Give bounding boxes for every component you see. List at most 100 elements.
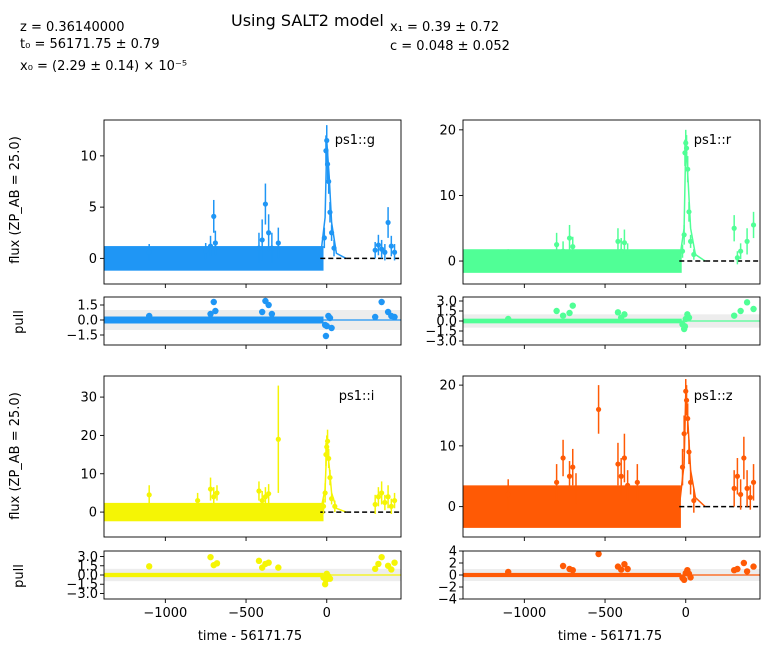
flux-ytick-label: 0 [89,252,97,267]
flux-point [683,145,690,151]
flux-point [195,497,201,504]
pull-ytick-label: −1.5 [66,329,98,344]
flux-point [266,491,272,497]
flux-ylabel-bottom: flux (ZP_AB = 25.0) [8,392,23,520]
flux-point [207,243,214,249]
flux-point [379,246,385,252]
flux-point [259,237,265,243]
pull-ytick-label: 0.0 [436,315,457,330]
flux-ylabel-top: flux (ZP_AB = 25.0) [8,136,23,264]
flux-ytick-label: 10 [439,189,456,204]
xlabel-right: time - 56171.75 [558,629,662,644]
pull-point [213,560,221,567]
pull-point [207,310,214,318]
flux-point [321,235,327,241]
flux-ytick-label: 20 [80,429,97,444]
flux-point [322,490,328,496]
flux-point [332,503,338,509]
flux-point [146,249,152,255]
pull-ytick-label: −4 [438,593,457,608]
flux-point [256,245,262,251]
band-label: ps1::z [694,389,733,404]
flux-point [262,201,269,207]
pull-ytick-label: 3.0 [436,295,457,310]
flux-point [203,248,209,254]
pull-point [145,563,153,570]
flux-point [744,485,750,491]
flux-point [275,240,281,246]
flux-point [372,501,378,508]
flux-point [683,397,690,403]
flux-point [625,482,631,488]
flux-point [320,503,327,509]
pull-ytick-label: 0 [449,569,457,584]
flux-plot-area [463,129,760,273]
flux-ytick-label: 0 [448,500,456,515]
param-z: z = 0.36140000 [20,20,125,35]
flux-point [687,479,694,485]
flux-plot-area [104,125,401,271]
flux-point [382,499,388,506]
flux-point [634,479,640,485]
pull-plot-area [463,299,760,333]
panels: ps1::g0510−1.50.01.5ps1::r01020−3.0−1.50… [66,119,761,621]
pull-point [624,565,631,573]
pull-point [553,307,560,315]
flux-ytick-label: 10 [80,149,97,164]
flux-point [212,240,218,246]
pull-point [322,332,330,340]
flux-point [391,249,398,255]
pull-axes-frame [103,296,402,346]
flux-point [554,479,560,485]
flux-point [211,494,217,500]
flux-point [324,444,330,450]
pull-ytick-label: 2 [449,557,457,572]
flux-point [741,455,747,461]
pull-point [750,305,757,313]
flux-point [372,247,378,253]
flux-point [379,490,385,496]
pull-point [265,301,272,309]
flux-point [618,248,624,254]
flux-point [681,232,687,238]
pull-baseline-block [104,572,324,578]
pull-ylabel-top: pull [12,310,27,334]
flux-ytick-label: 20 [439,379,456,394]
pull-point [375,560,382,568]
pull-point [743,299,751,306]
pull-point [740,559,748,567]
pull-point [569,302,576,309]
flux-point [554,242,560,248]
pull-point [378,298,385,306]
flux-point [328,230,335,236]
pull-point [559,312,567,319]
band-group-ps1-g: ps1::g0 5 10−1.50.01.5 [66,119,402,349]
flux-point [570,244,576,250]
flux-point [691,497,697,504]
baseline-data-block [104,246,324,271]
pull-point [621,311,628,318]
flux-ytick-label: 10 [439,439,456,454]
flux-point [570,464,576,470]
flux-plot-area [104,385,401,522]
flux-point [505,491,511,498]
flux-point [747,494,753,501]
pull-point [687,574,694,581]
xtick-label: 0 [682,606,690,621]
band-group-ps1-r: ps1::r0 10 20−3.0−1.50.01.53.0 [425,119,761,350]
pull-point [371,565,379,573]
flux-point [685,166,691,172]
flux-point [595,406,602,413]
flux-point [560,248,566,254]
flux-point [375,494,382,500]
flux-point [738,248,744,254]
pull-point [323,322,330,330]
xtick-label: −1000 [502,606,546,621]
band-label: ps1::r [694,133,732,148]
pull-point [326,575,334,582]
pull-ytick-label: 4 [449,545,457,560]
flux-point [266,230,272,236]
flux-point [734,473,741,479]
